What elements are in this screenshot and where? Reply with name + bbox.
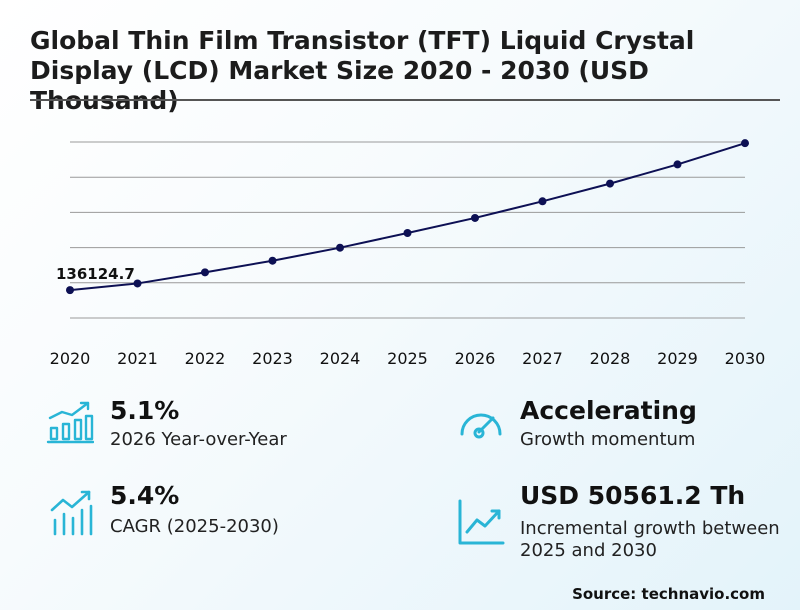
incremental-label: Incremental growth between 2025 and 2030 xyxy=(520,518,780,561)
x-tick-label-2022: 2022 xyxy=(185,349,226,368)
data-point-2026 xyxy=(471,213,479,222)
incremental-value: USD 50561.2 Th xyxy=(520,481,746,510)
cagr-chart-icon xyxy=(50,490,93,536)
source-credit: Source: technavio.com xyxy=(572,585,765,603)
x-tick-label-2023: 2023 xyxy=(252,349,293,368)
line-chart: 2020 2021 2022 2023 2024 2025 2026 2027 2028 2029… xyxy=(50,139,766,368)
data-point-2022 xyxy=(201,268,209,277)
x-tick-label-2030: 2030 xyxy=(725,349,766,368)
data-point-2020 xyxy=(66,286,74,295)
x-tick-label-2021: 2021 xyxy=(117,349,158,368)
data-point-2028 xyxy=(606,179,614,188)
data-point-2025 xyxy=(403,228,412,237)
data-point-2021 xyxy=(133,279,142,288)
cagr-label: CAGR (2025-2030) xyxy=(110,516,279,537)
data-point-2024 xyxy=(336,243,344,252)
x-tick-label-2020: 2020 xyxy=(50,349,91,368)
x-tick-label-2029: 2029 xyxy=(657,349,698,368)
x-tick-label-2028: 2028 xyxy=(590,349,631,368)
data-point-2030 xyxy=(741,139,749,148)
title-divider xyxy=(30,99,780,101)
series-line-0 xyxy=(69,142,746,292)
x-tick-label-2025: 2025 xyxy=(387,349,428,368)
data-point-2023 xyxy=(268,256,277,265)
data-point-2029 xyxy=(673,160,682,169)
x-tick-label-2024: 2024 xyxy=(320,349,361,368)
momentum-label: Growth momentum xyxy=(520,429,696,450)
momentum-value: Accelerating xyxy=(520,396,697,425)
gauge-icon xyxy=(460,413,502,439)
trend-line-icon xyxy=(458,499,505,545)
yoy-value: 5.1% xyxy=(110,396,180,425)
x-tick-label-2026: 2026 xyxy=(455,349,496,368)
chart-title: Global Thin Film Transistor (TFT) Liquid… xyxy=(30,26,695,115)
cagr-value: 5.4% xyxy=(110,481,180,510)
yoy-label: 2026 Year-over-Year xyxy=(110,429,287,450)
data-label-2020: 136124.7 xyxy=(56,265,135,283)
bar-growth-icon xyxy=(46,401,94,444)
x-tick-label-2027: 2027 xyxy=(522,349,563,368)
data-point-2027 xyxy=(538,197,547,206)
